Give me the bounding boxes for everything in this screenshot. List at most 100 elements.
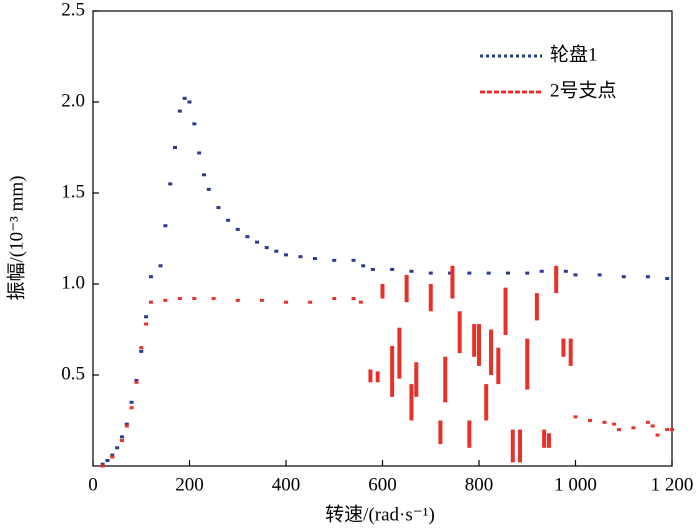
point <box>597 273 602 277</box>
point <box>505 271 510 275</box>
point <box>235 298 240 302</box>
point-range <box>546 433 551 448</box>
point <box>110 455 115 459</box>
point <box>448 271 453 275</box>
point-range <box>534 293 539 321</box>
point <box>655 433 660 437</box>
x-tick-label: 400 <box>272 474 301 495</box>
point <box>645 420 650 424</box>
point-range <box>450 265 455 299</box>
point <box>119 435 124 439</box>
point <box>602 420 607 424</box>
point <box>129 406 134 410</box>
point <box>428 271 433 275</box>
point <box>144 315 149 319</box>
point <box>115 446 120 450</box>
x-axis-label: 转速/(rad·s⁻¹) <box>325 503 435 525</box>
point-range <box>496 347 501 385</box>
point-range <box>368 369 373 383</box>
point <box>650 424 655 428</box>
point <box>308 300 313 304</box>
x-tick-label: 800 <box>465 474 494 495</box>
point-range <box>467 420 472 448</box>
point <box>298 255 303 259</box>
point-range <box>568 338 573 366</box>
point <box>139 346 144 350</box>
point <box>486 271 491 275</box>
x-tick-label: 200 <box>175 474 204 495</box>
point <box>284 300 288 304</box>
point <box>631 426 636 430</box>
x-tick-label: 600 <box>368 474 397 495</box>
point <box>105 459 110 463</box>
point <box>525 271 530 275</box>
y-tick-label: 1.0 <box>61 272 85 293</box>
point <box>670 428 674 432</box>
point <box>134 378 139 382</box>
point <box>612 422 617 426</box>
point <box>264 246 269 250</box>
point <box>539 269 544 273</box>
point-range <box>390 345 395 397</box>
point-range <box>525 338 530 390</box>
legend-label: 轮盘1 <box>550 43 598 65</box>
point <box>163 224 168 228</box>
point <box>312 257 317 261</box>
point-range <box>554 265 559 294</box>
point <box>645 275 650 279</box>
point <box>158 264 163 268</box>
point-range <box>375 371 380 383</box>
point <box>100 462 105 466</box>
x-tick-label: 1 000 <box>554 474 597 495</box>
point <box>206 187 211 191</box>
point <box>587 419 592 422</box>
point <box>119 439 124 443</box>
point-range <box>414 362 419 397</box>
point-range <box>397 327 402 379</box>
point-range <box>477 324 481 366</box>
point <box>358 300 363 304</box>
point-range <box>404 274 409 303</box>
point <box>370 267 375 271</box>
point <box>182 96 187 100</box>
point-range <box>489 329 494 375</box>
point <box>573 273 578 277</box>
point <box>192 122 197 126</box>
point <box>563 269 568 273</box>
x-tick-label: 1 200 <box>651 474 694 495</box>
point <box>621 275 626 279</box>
point <box>361 264 366 268</box>
point-range <box>428 284 433 312</box>
point <box>332 258 337 262</box>
point <box>100 464 105 468</box>
point <box>390 267 395 271</box>
point-range <box>542 429 547 448</box>
point <box>148 275 153 279</box>
point <box>467 271 472 275</box>
point-range <box>561 338 566 357</box>
point-range <box>457 311 462 354</box>
point-range <box>409 384 414 421</box>
point-range <box>510 429 515 463</box>
point <box>110 453 115 457</box>
point <box>351 297 356 301</box>
point <box>177 297 182 301</box>
point <box>124 424 129 428</box>
y-axis-label: 振幅/(10⁻³ mm) <box>5 176 27 301</box>
y-tick-label: 1.5 <box>61 181 85 202</box>
point <box>351 258 356 262</box>
point <box>573 415 578 419</box>
point <box>216 206 221 210</box>
point <box>187 100 192 104</box>
point-range <box>503 287 508 335</box>
point <box>665 277 670 281</box>
point <box>144 322 149 326</box>
point <box>245 235 250 239</box>
point <box>274 249 279 253</box>
point <box>148 300 153 304</box>
point-range <box>484 384 489 421</box>
point <box>332 297 337 301</box>
point <box>197 151 202 155</box>
point <box>139 349 144 353</box>
